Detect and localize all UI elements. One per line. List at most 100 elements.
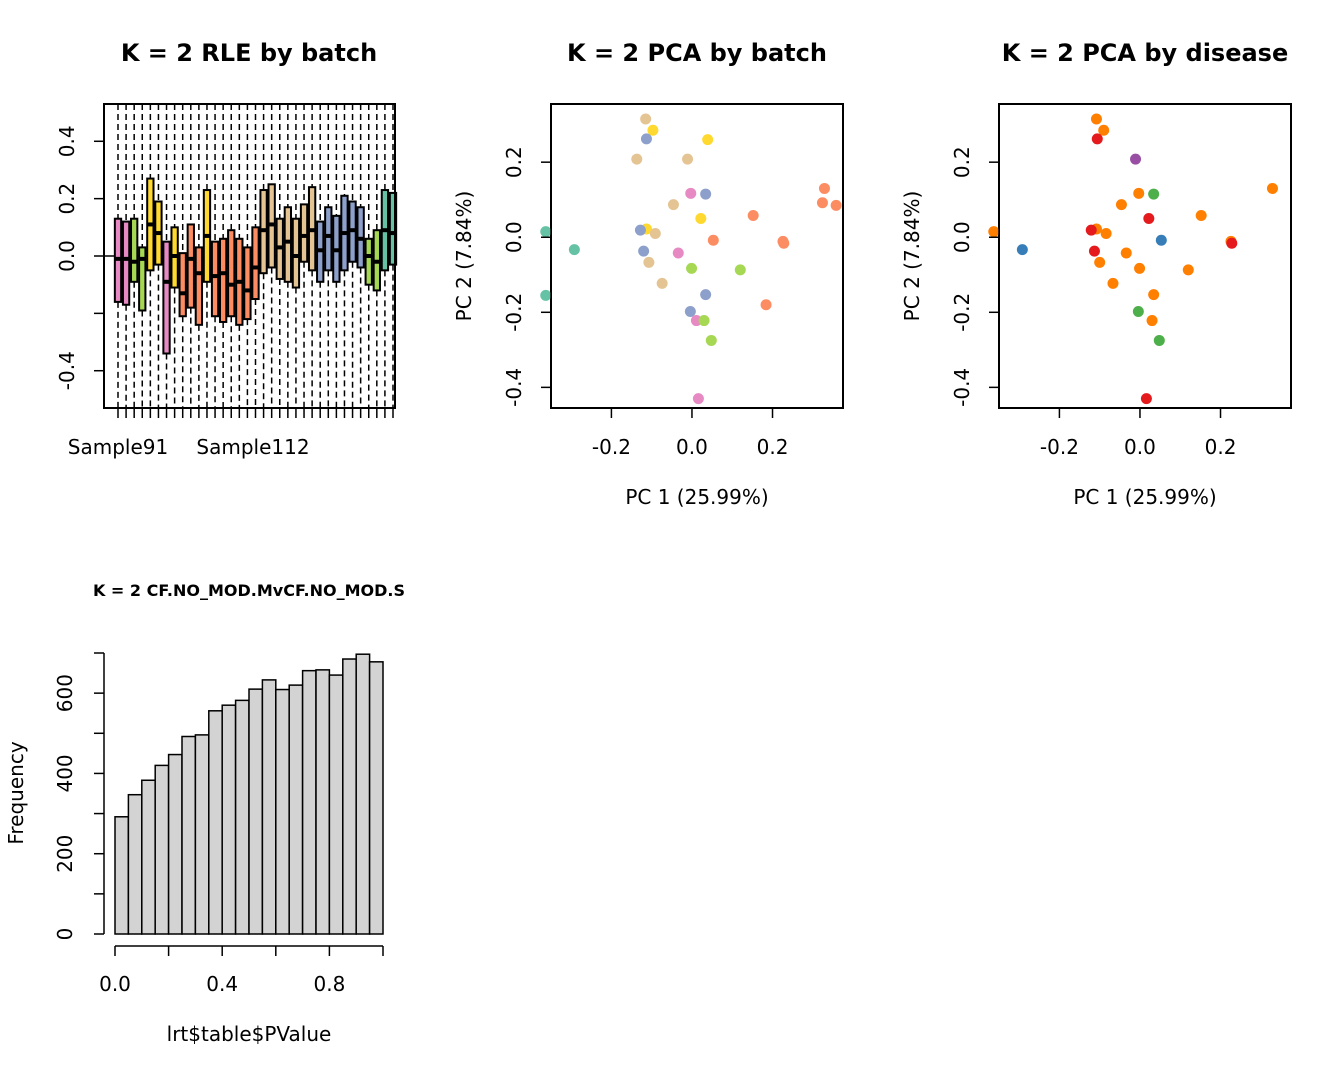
pca-batch-point	[686, 262, 698, 274]
pca-disease-y-tick-label: -0.4	[950, 368, 974, 407]
rle-box	[121, 220, 131, 306]
rle-y-tick-label: 0.4	[55, 125, 79, 157]
hist-y-label: Frequency	[4, 741, 28, 844]
rle-y-axis: -0.4 0.0 0.2 0.4	[55, 125, 105, 390]
pca-batch-point	[830, 199, 842, 211]
pca-batch-point	[647, 124, 659, 136]
rle-box	[251, 226, 260, 301]
pca-batch-x-label: PC 1 (25.99%)	[625, 485, 768, 509]
rle-panel: K = 2 RLE by batch -0.4 0.0 0.2 0.4 Sample9…	[55, 39, 398, 459]
rle-box	[227, 229, 236, 318]
pca-disease-y-tick-label: 0.0	[950, 221, 974, 253]
pca-batch-point	[702, 134, 714, 146]
pca-batch-point	[692, 393, 704, 405]
hist-y-tick-label: 0	[53, 928, 77, 941]
hist-x-axis: 0.0 0.4 0.8	[99, 945, 384, 996]
pca-batch-point	[568, 244, 580, 256]
pca-batch-x-tick-label: -0.2	[592, 435, 631, 459]
pca-disease-point	[1153, 334, 1165, 346]
pca-disease-point	[1098, 124, 1110, 136]
pca-batch-point	[700, 188, 712, 200]
pca-batch-point	[818, 182, 830, 194]
pca-batch-point	[705, 334, 717, 346]
pca-disease-x-tick-label: -0.2	[1040, 435, 1079, 459]
pca-batch-point	[540, 289, 552, 301]
pca-disease-point	[1133, 187, 1145, 199]
pca-disease-x-axis: -0.2 0.0 0.2	[1040, 407, 1237, 459]
pca-batch-point	[672, 247, 684, 259]
pca-disease-point	[1195, 209, 1207, 221]
pca-disease-point	[1143, 212, 1155, 224]
hist-bar	[288, 684, 304, 935]
hist-bar	[141, 779, 156, 935]
pca-batch-y-tick-label: -0.4	[502, 368, 526, 407]
pca-batch-y-label: PC 2 (7.84%)	[452, 191, 476, 322]
pca-batch-point	[707, 234, 719, 246]
hist-bars	[114, 653, 384, 935]
rle-box	[186, 223, 195, 309]
pca-disease-point	[1090, 113, 1102, 125]
hist-bar	[368, 661, 384, 935]
rle-title: K = 2 RLE by batch	[121, 39, 377, 67]
pca-disease-x-label: PC 1 (25.99%)	[1073, 485, 1216, 509]
pca-disease-y-tick-label: -0.2	[950, 293, 974, 332]
pca-disease-point	[1107, 277, 1119, 289]
pca-batch-point	[734, 264, 746, 276]
pca-batch-point	[643, 256, 655, 268]
hist-y-tick-label: 400	[53, 754, 77, 792]
pca-disease-point	[1120, 247, 1132, 259]
hist-title: K = 2 CF.NO_MOD.MvCF.NO_MOD.S	[93, 581, 405, 600]
pca-disease-point	[1115, 199, 1127, 211]
hist-bar	[208, 710, 223, 935]
rle-box	[130, 217, 139, 283]
pca-disease-point	[1140, 393, 1152, 405]
pca-disease-point	[1085, 224, 1097, 236]
rle-box	[364, 237, 373, 286]
pca-batch-point	[695, 212, 707, 224]
pca-batch-y-tick-label: 0.2	[502, 146, 526, 178]
pca-batch-point	[540, 226, 552, 238]
pca-batch-point	[690, 315, 702, 327]
pca-batch-y-tick-label: -0.2	[502, 293, 526, 332]
hist-bar	[154, 764, 170, 935]
pca-batch-y-tick-label: 0.0	[502, 221, 526, 253]
pca-batch-x-tick-label: 0.0	[676, 435, 708, 459]
rle-box	[299, 203, 309, 263]
rle-y-tick-label: 0.0	[55, 240, 79, 272]
hist-bar	[127, 793, 143, 935]
hist-bar	[355, 653, 371, 935]
pca-disease-point	[1130, 153, 1142, 165]
hist-x-tick-label: 0.0	[99, 972, 131, 996]
pca-disease-y-label: PC 2 (7.84%)	[900, 191, 924, 322]
pca-disease-x-tick-label: 0.2	[1205, 435, 1237, 459]
pca-batch-point	[682, 153, 694, 165]
pca-batch-point	[667, 199, 679, 211]
hist-x-label: lrt$table$PValue	[167, 1022, 332, 1046]
pca-batch-panel: K = 2 PCA by batch -0.2 0.0 0.2 -0.4 -0.2 0.…	[452, 39, 844, 509]
pca-disease-point	[1132, 306, 1144, 318]
pca-batch-point	[631, 153, 643, 165]
pca-disease-point	[1016, 244, 1028, 256]
hist-panel: K = 2 CF.NO_MOD.MvCF.NO_MOD.S 0.0 0.4 0.8 …	[4, 581, 405, 1046]
rle-box	[388, 191, 398, 266]
pca-batch-points	[540, 113, 842, 405]
pca-disease-x-tick-label: 0.0	[1124, 435, 1156, 459]
pca-disease-point	[1226, 237, 1238, 249]
hist-y-tick-label: 200	[53, 835, 77, 873]
pca-batch-point	[684, 306, 696, 318]
pca-batch-plot-frame	[550, 103, 844, 409]
pca-batch-point	[747, 209, 759, 221]
rle-box	[138, 246, 147, 312]
pca-disease-point	[1091, 133, 1103, 145]
hist-bar	[328, 674, 344, 935]
hist-bar	[234, 699, 250, 935]
pca-disease-point	[1266, 182, 1278, 194]
rle-y-tick-label: -0.4	[55, 351, 79, 390]
pca-batch-point	[656, 277, 668, 289]
pca-disease-point	[1094, 256, 1106, 268]
rle-boxes	[104, 104, 398, 408]
pca-batch-point	[760, 299, 772, 311]
pca-batch-point	[640, 133, 652, 145]
pca-batch-x-tick-label: 0.2	[757, 435, 789, 459]
pca-disease-point	[1146, 315, 1158, 327]
